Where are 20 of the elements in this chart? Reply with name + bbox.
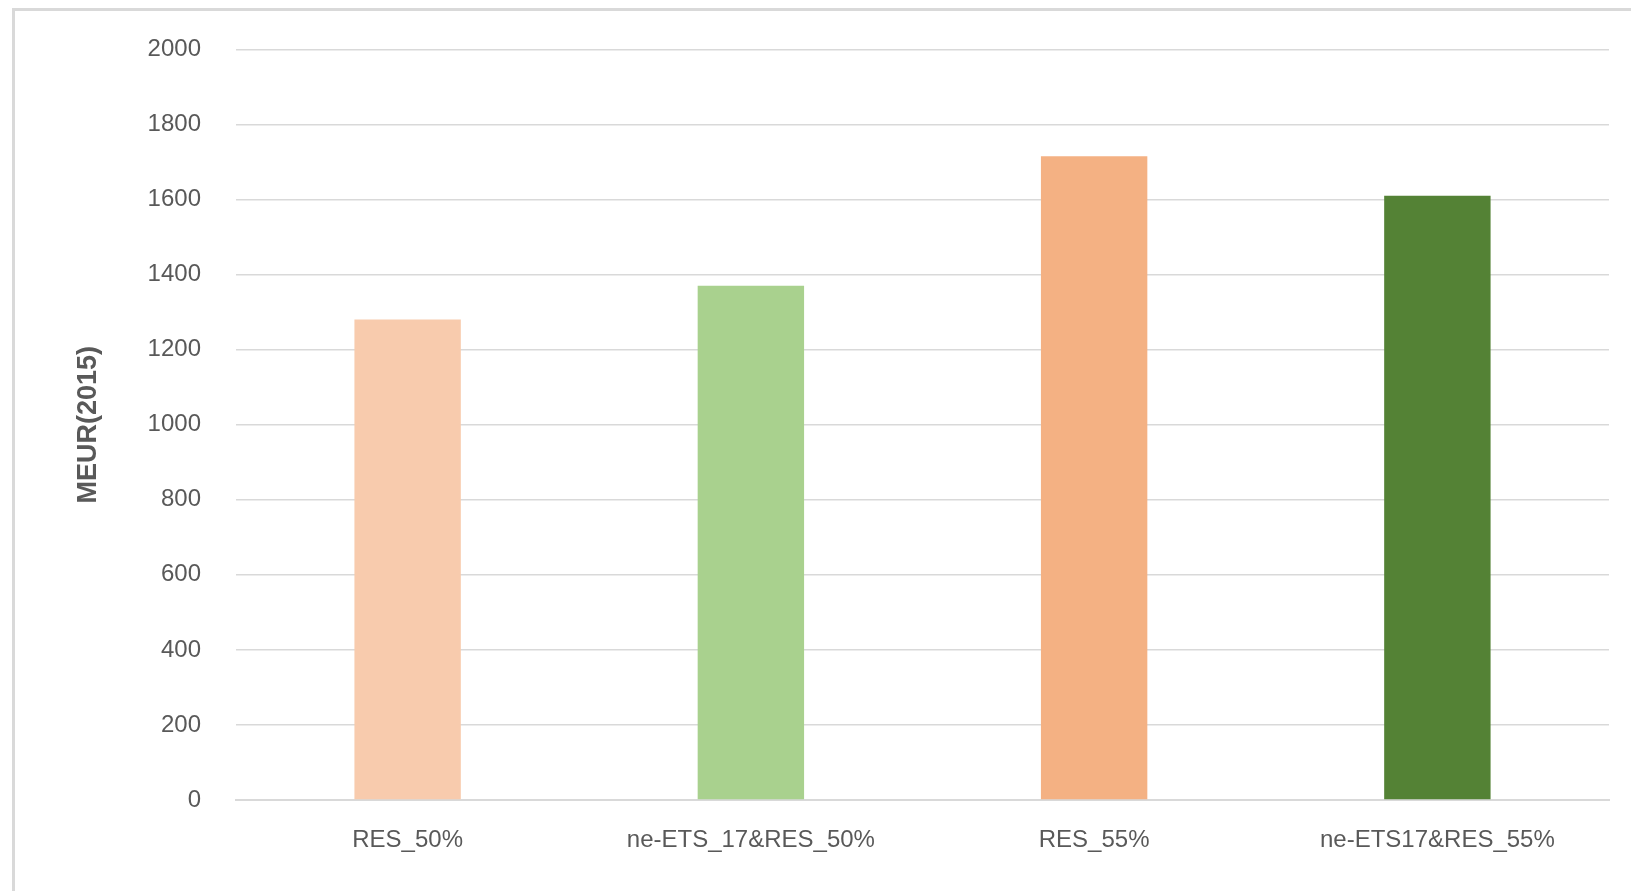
y-tick-label: 0 [187,784,201,812]
bar [697,285,805,800]
y-axis-title: MEUR(2015) [71,345,102,504]
y-tick-label: 1400 [147,259,201,287]
bar [1384,195,1491,800]
y-tick-label: 1000 [147,409,201,437]
y-tick-label: 400 [160,634,201,662]
x-tick-label: RES_55% [1038,825,1150,853]
x-tick-label: ne-ETS17&RES_55% [1319,825,1555,853]
y-tick-label: 2000 [147,34,201,62]
y-tick-label: 200 [160,709,201,737]
x-tick-label: RES_50% [352,825,463,853]
y-tick-label: 600 [160,559,201,587]
bar [1040,156,1148,800]
y-tick-label: 1200 [147,334,201,362]
x-tick-label: ne-ETS_17&RES_50% [626,825,875,853]
bar [354,319,461,800]
y-tick-label: 800 [160,484,201,512]
y-tick-label: 1600 [147,184,201,212]
y-tick-label: 1800 [147,109,201,137]
